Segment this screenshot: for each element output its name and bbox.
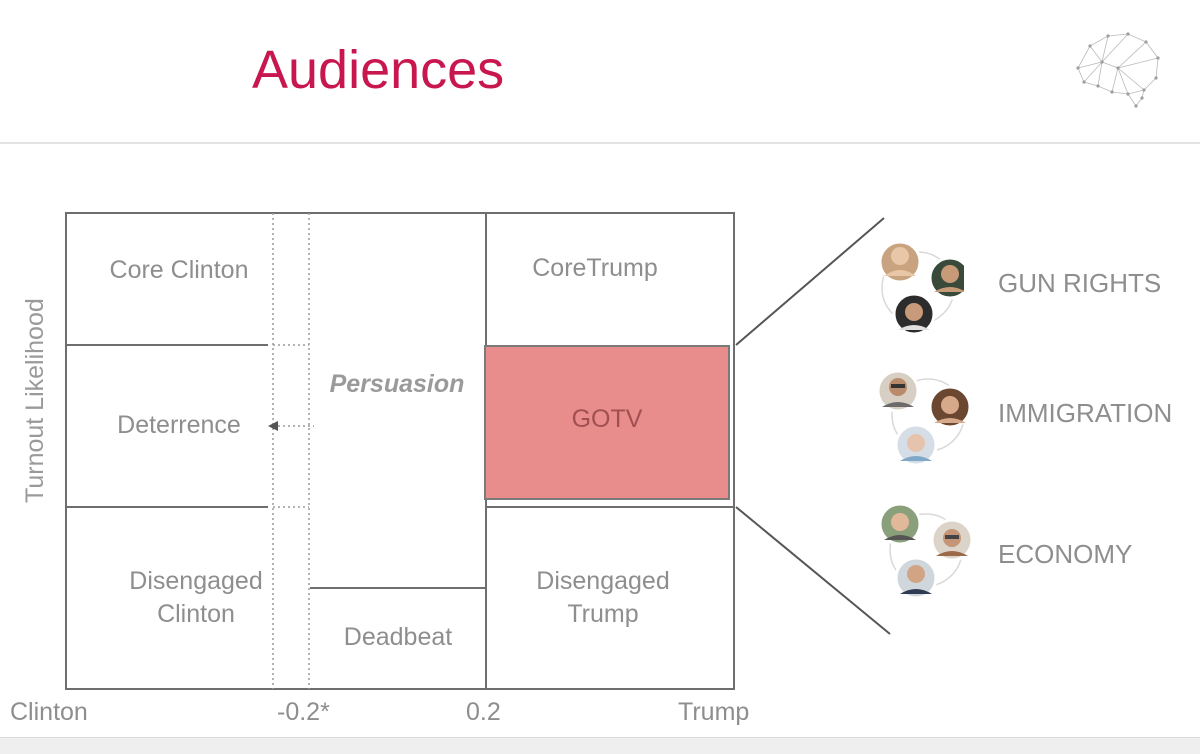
segment-deterrence: Deterrence — [117, 410, 241, 439]
segment-core-trump: CoreTrump — [532, 253, 658, 282]
header: Audiences — [0, 0, 1200, 144]
segment-gotv-label: GOTV — [571, 405, 643, 433]
arrow-left-icon — [268, 421, 278, 431]
segment-deadbeat: Deadbeat — [343, 622, 453, 651]
people-group-icon — [878, 502, 974, 600]
x-tick-label: Clinton — [10, 698, 88, 726]
segment-disengaged-trump: Disengaged Trump — [536, 567, 670, 628]
x-tick-label: -0.2* — [277, 698, 330, 726]
page-title: Audiences — [252, 40, 505, 100]
footer-bar — [0, 737, 1200, 754]
brain-network-icon — [1076, 32, 1160, 108]
segment-disengaged-clinton: Disengaged Clinton — [129, 567, 263, 628]
gotv-segment — [484, 345, 730, 500]
segment-persuasion: Persuasion — [329, 370, 465, 398]
x-tick-label: Trump — [678, 698, 750, 726]
callout-line — [735, 217, 885, 346]
outer-frame — [65, 212, 735, 690]
callout-line — [735, 506, 891, 635]
segment-core-clinton: Core Clinton — [109, 255, 249, 284]
topic-label: ECONOMY — [998, 539, 1133, 569]
y-axis-label: Turnout Likelihood — [21, 298, 49, 503]
people-group-icon — [878, 240, 964, 336]
x-tick-label: 0.2 — [466, 698, 501, 726]
people-group-icon — [876, 369, 972, 467]
topic-label: GUN RIGHTS — [998, 268, 1162, 298]
topic-label: IMMIGRATION — [998, 398, 1173, 428]
